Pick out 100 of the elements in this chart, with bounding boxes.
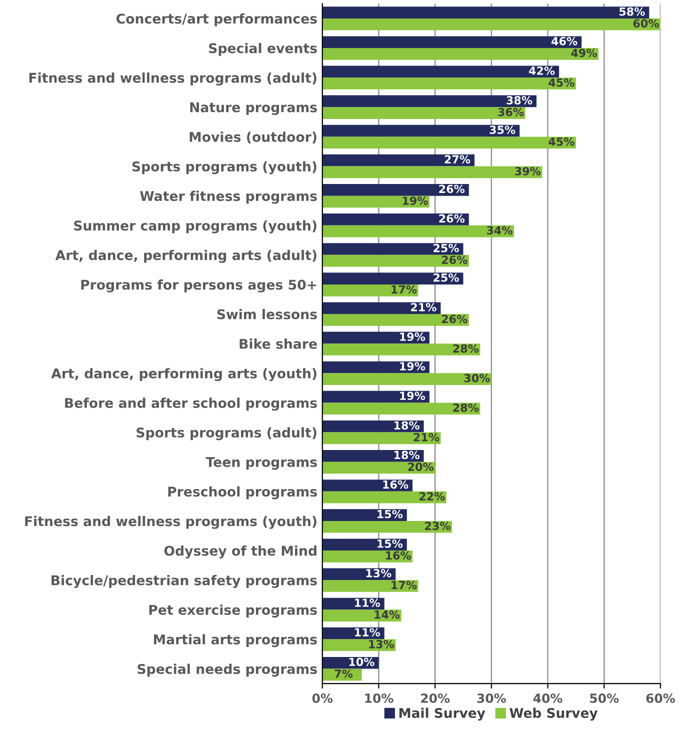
bar — [322, 402, 480, 415]
y-tick-label: Programs for persons ages 50+ — [81, 279, 316, 292]
data-label: 42% — [528, 66, 555, 75]
bar — [322, 18, 660, 30]
bar — [322, 420, 424, 432]
data-label: 11% — [355, 628, 380, 637]
y-tick-label: Odyssey of the Mind — [164, 545, 316, 558]
y-tick-label: Fitness and wellness programs (adult) — [29, 72, 316, 86]
data-label: 19% — [400, 392, 426, 400]
y-tick-label: Pet exercise programs — [149, 604, 317, 618]
data-label: 15% — [378, 539, 403, 548]
y-tick-label: Bicycle/pedestrian safety programs — [52, 575, 317, 588]
data-label: 26% — [439, 214, 465, 223]
data-label: 38% — [506, 96, 532, 104]
x-tick-label: 60% — [646, 693, 676, 703]
data-label: 19% — [402, 196, 428, 205]
y-tick-label: Special events — [209, 42, 317, 56]
x-tick-label: 10% — [365, 693, 394, 703]
y-tick-label: Preschool programs — [168, 486, 317, 500]
bar — [322, 225, 514, 238]
bar — [322, 124, 520, 137]
bar — [322, 509, 407, 521]
bar — [322, 214, 469, 226]
data-label: 26% — [439, 184, 465, 194]
x-tick-label: 50% — [590, 693, 619, 703]
bar — [322, 580, 418, 592]
x-tick-label: 0% — [312, 693, 333, 703]
data-label: 45% — [548, 137, 574, 146]
data-label: 10% — [349, 658, 374, 666]
bar — [322, 491, 446, 504]
data-label: 17% — [392, 285, 417, 294]
bar — [322, 450, 424, 462]
y-tick-label: Before and after school programs — [65, 398, 317, 411]
data-label: 58% — [619, 7, 645, 16]
y-tick-label: Swim lessons — [217, 308, 317, 320]
bar — [322, 184, 469, 196]
legend-label: Mail Survey — [399, 708, 486, 721]
data-label: 18% — [394, 421, 420, 430]
x-tick-label: 20% — [421, 693, 450, 703]
y-tick-label: Teen programs — [206, 457, 317, 470]
data-label: 25% — [434, 244, 459, 252]
bar — [322, 432, 441, 444]
y-tick-label: Water fitness programs — [140, 190, 317, 204]
bar — [322, 107, 526, 119]
data-label: 20% — [408, 462, 434, 471]
data-label: 35% — [490, 126, 516, 134]
bar — [322, 344, 480, 356]
data-label: 21% — [411, 302, 436, 312]
data-label: 26% — [442, 256, 468, 264]
data-label: 17% — [392, 580, 417, 590]
data-label: 16% — [383, 480, 408, 489]
data-label: 18% — [394, 450, 420, 460]
data-label: 7% — [334, 670, 353, 678]
bar — [322, 254, 469, 267]
bar — [322, 390, 430, 403]
bar — [322, 480, 413, 492]
data-label: 13% — [369, 640, 394, 648]
data-label: 34% — [486, 226, 512, 235]
y-tick-label: Movies (outdoor) — [190, 132, 316, 144]
bar — [322, 6, 650, 18]
data-label: 23% — [425, 522, 450, 530]
bar — [322, 284, 418, 296]
data-label: 15% — [378, 510, 403, 518]
bar — [322, 373, 492, 385]
bar — [322, 272, 464, 284]
bar — [322, 136, 576, 149]
data-label: 45% — [548, 78, 574, 87]
data-label: 25% — [434, 273, 459, 282]
data-label: 11% — [355, 598, 380, 607]
y-tick-label: Sports programs (youth) — [132, 161, 316, 174]
data-label: 21% — [414, 433, 440, 442]
x-tick-label: 30% — [477, 693, 506, 703]
data-label: 49% — [571, 48, 597, 58]
bar — [322, 48, 598, 60]
data-label: 26% — [442, 314, 468, 324]
bar — [322, 243, 464, 255]
bar — [322, 550, 413, 562]
y-tick-label: Nature programs — [190, 102, 317, 116]
y-tick-label: Fitness and wellness programs (youth) — [25, 516, 316, 529]
bar — [322, 314, 469, 326]
y-tick-label: Concerts/art performances — [116, 13, 317, 26]
data-label: 16% — [386, 551, 411, 560]
data-label: 60% — [633, 19, 659, 28]
y-tick-label: Martial arts programs — [154, 634, 317, 648]
bar — [322, 95, 536, 108]
data-label: 22% — [419, 492, 445, 501]
data-label: 28% — [453, 344, 479, 353]
data-label: 30% — [464, 374, 490, 382]
bar — [322, 36, 582, 48]
bar — [322, 154, 475, 166]
y-tick-label: Special needs programs — [138, 664, 317, 677]
bar — [322, 78, 576, 90]
data-label: 19% — [400, 332, 426, 341]
bar — [322, 538, 407, 551]
bar — [322, 639, 396, 652]
legend-label: Web Survey — [510, 708, 598, 721]
bar — [322, 166, 542, 178]
data-label: 39% — [515, 166, 541, 176]
data-label: 27% — [444, 155, 470, 164]
bar — [322, 520, 452, 533]
